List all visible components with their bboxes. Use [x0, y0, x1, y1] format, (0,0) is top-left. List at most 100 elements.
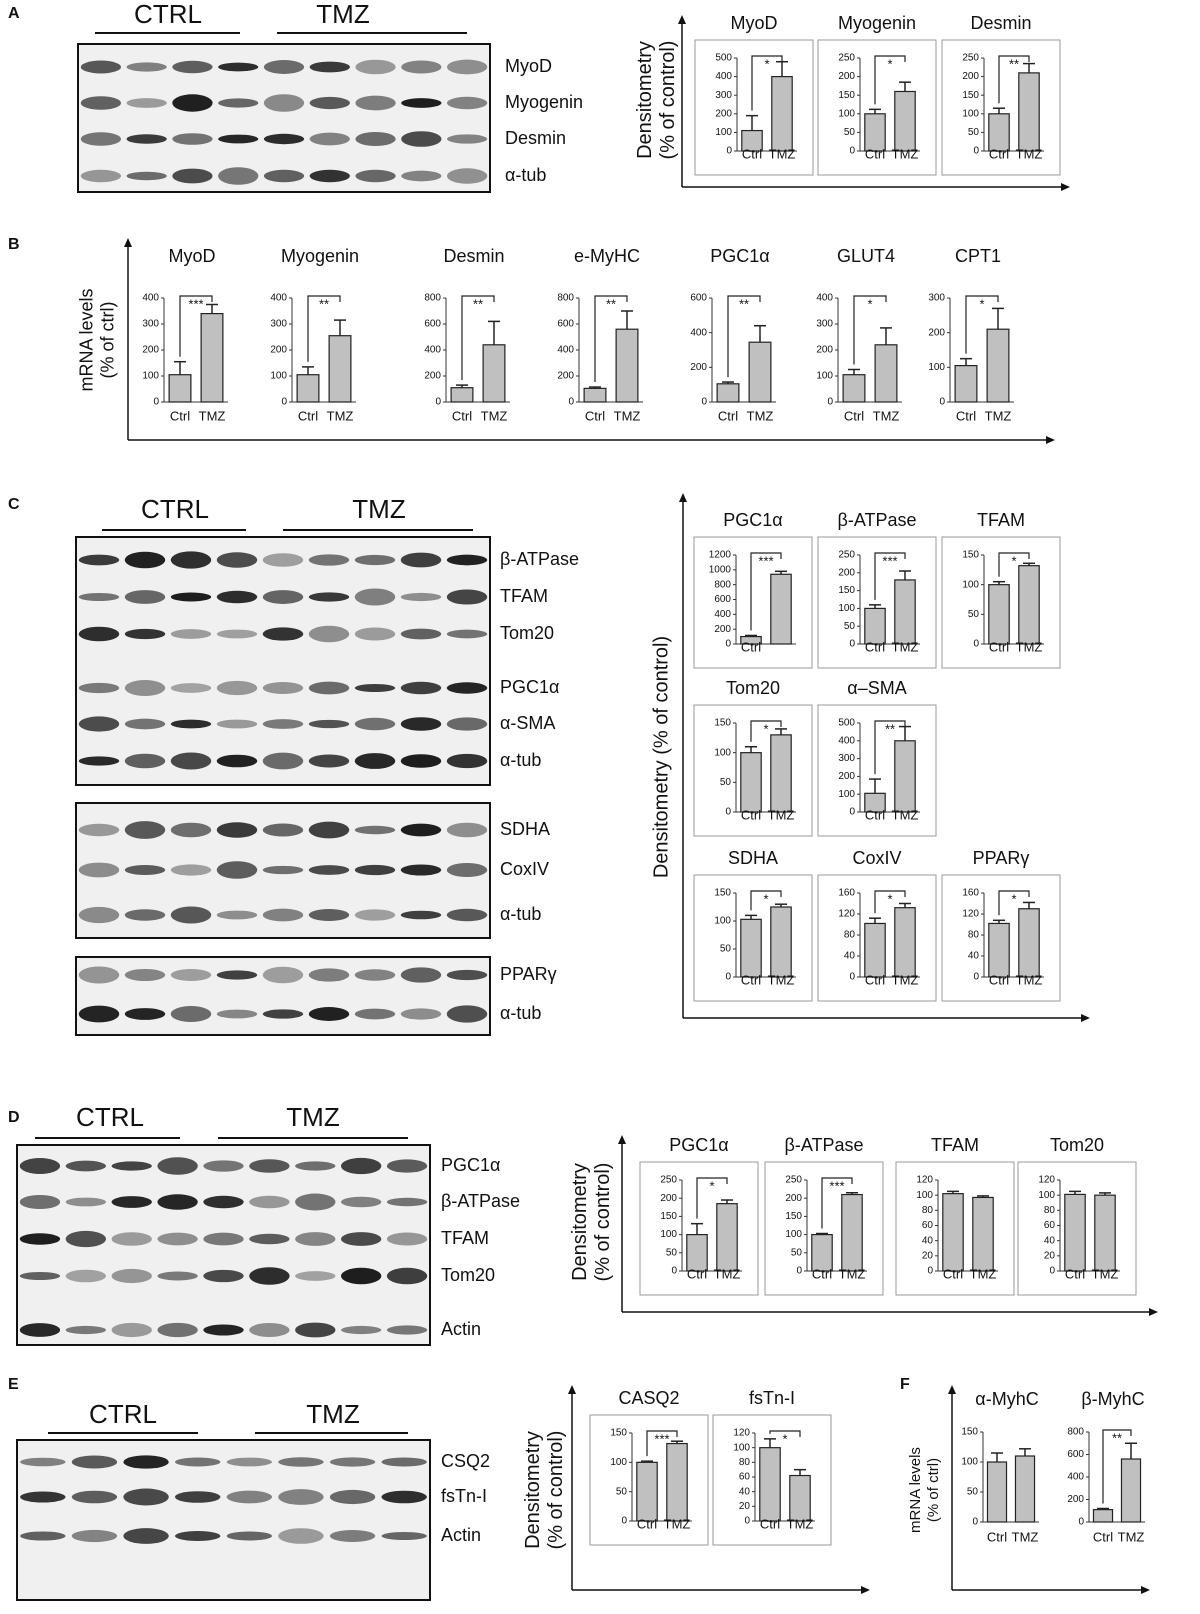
panel-letter: A — [8, 5, 20, 22]
band-label: TFAM — [500, 586, 548, 606]
y-tick-label: 100 — [838, 603, 855, 614]
blot-band — [226, 1457, 273, 1467]
blot-band — [65, 1269, 107, 1283]
chart-title: SDHA — [728, 848, 778, 868]
y-tick-label: 100 — [142, 371, 159, 382]
y-tick-label: 0 — [435, 397, 441, 408]
blot-band — [126, 98, 167, 108]
y-tick-label: 100 — [785, 1229, 802, 1240]
y-tick-label: 0 — [1078, 1517, 1084, 1528]
blot-band — [249, 1159, 290, 1173]
axis-label: (% of control) — [545, 1431, 567, 1550]
blot-band — [400, 823, 442, 837]
blot-band — [446, 554, 488, 566]
x-tick-label: Ctrl — [741, 972, 761, 987]
blot-band — [216, 629, 258, 639]
blot-band — [218, 98, 259, 108]
chart-frame — [941, 874, 1061, 1002]
bar — [716, 1203, 738, 1272]
y-tick-label: 100 — [816, 371, 833, 382]
significance-label: ** — [319, 296, 329, 311]
y-tick-label: 100 — [714, 747, 731, 758]
y-tick-label: 100 — [838, 789, 855, 800]
panel-letter: C — [8, 496, 20, 513]
chart-frame — [941, 536, 1061, 669]
y-tick-label: 250 — [962, 53, 979, 64]
blot-band — [295, 1271, 336, 1281]
significance-label: * — [979, 296, 984, 311]
x-tick-label: TMZ — [1016, 972, 1043, 987]
chart-title: Myogenin — [281, 246, 359, 266]
x-tick-label: Ctrl — [637, 1516, 657, 1531]
blot-band — [308, 554, 350, 566]
y-tick-label: 200 — [690, 362, 707, 373]
blot-band — [170, 864, 212, 876]
significance-bracket — [179, 295, 213, 357]
bar — [894, 579, 916, 645]
blot-band — [401, 98, 442, 108]
x-tick-label: TMZ — [1012, 1529, 1039, 1544]
group-label: TMZ — [306, 1399, 360, 1429]
chart-title: MyoD — [168, 246, 215, 266]
blot-band — [354, 753, 396, 769]
significance-label: * — [764, 56, 769, 71]
y-tick-label: 150 — [660, 1211, 677, 1222]
y-tick-label: 150 — [962, 90, 979, 101]
blot-band — [262, 752, 304, 770]
y-tick-label: 200 — [714, 624, 731, 635]
x-tick-label: Ctrl — [741, 807, 761, 822]
blot-band — [386, 1159, 428, 1173]
y-tick-label: 80 — [844, 930, 856, 941]
blot-band — [381, 1490, 427, 1504]
bar — [770, 906, 792, 978]
x-tick-label: Ctrl — [1065, 1266, 1085, 1281]
blot-band — [263, 94, 305, 112]
y-tick-label: 120 — [916, 1175, 933, 1186]
significance-label: ** — [1009, 56, 1019, 71]
blot-band — [80, 169, 122, 183]
bar — [789, 1474, 811, 1522]
band-label: fsTn-I — [441, 1486, 487, 1506]
y-tick-label: 50 — [844, 127, 856, 138]
y-tick-label: 200 — [816, 345, 833, 356]
blot-band — [124, 753, 166, 769]
bar — [842, 374, 866, 403]
chart-title: PPARγ — [973, 848, 1030, 868]
y-tick-label: 800 — [1067, 1427, 1084, 1438]
blot-band — [446, 1005, 488, 1023]
panel-letter: B — [8, 236, 20, 253]
blot-band — [19, 1158, 61, 1174]
chart-title: MyoD — [730, 13, 777, 33]
blot-band — [400, 681, 442, 695]
blot-band — [172, 94, 213, 112]
x-tick-label: Ctrl — [865, 639, 885, 654]
blot-band — [446, 134, 488, 144]
x-tick-label: Ctrl — [298, 408, 318, 423]
y-tick-label: 40 — [968, 951, 980, 962]
arrowhead — [1081, 1014, 1090, 1022]
y-tick-label: 200 — [838, 771, 855, 782]
y-tick-label: 100 — [733, 1442, 750, 1453]
significance-label: ** — [885, 721, 895, 736]
chart-frame — [817, 536, 937, 669]
blot-band — [340, 1196, 382, 1208]
bar — [740, 752, 762, 813]
blot-band — [80, 132, 122, 146]
blot-band — [263, 133, 305, 145]
chart-title: β-ATPase — [784, 1135, 863, 1155]
x-tick-label: TMZ — [892, 972, 919, 987]
blot-band — [124, 590, 166, 604]
bar — [450, 387, 474, 403]
band-label: Tom20 — [441, 1265, 495, 1285]
bar — [942, 1193, 964, 1272]
y-tick-label: 20 — [739, 1501, 751, 1512]
bar — [748, 341, 772, 403]
y-tick-label: 0 — [827, 397, 833, 408]
blot-band — [78, 626, 120, 642]
blot-band — [80, 96, 122, 110]
blot-band — [157, 1232, 198, 1246]
band-label: Desmin — [505, 128, 566, 148]
blot-band — [262, 908, 304, 922]
significance-label: * — [867, 296, 872, 311]
